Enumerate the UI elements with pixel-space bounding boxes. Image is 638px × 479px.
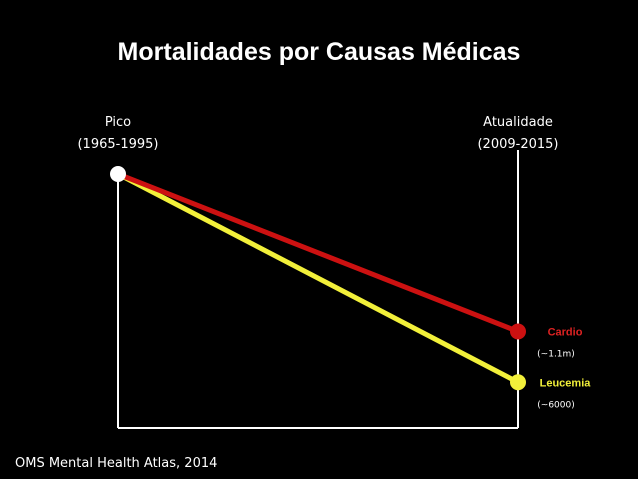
series-label-cardio: Cardio — [548, 326, 583, 338]
column-label-current: Atualidade (2009-2015) — [463, 112, 573, 156]
series-label-leucemia: Leucemia — [540, 377, 592, 389]
current-period: (2009-2015) — [477, 137, 559, 152]
series-note-cardio: (~1.1m) — [537, 349, 575, 359]
end-point-leucemia — [510, 374, 526, 391]
start-point — [110, 166, 126, 182]
series-line-leucemia — [115, 171, 521, 385]
series-line-cardio — [115, 171, 521, 334]
current-label: Atualidade — [483, 115, 553, 130]
end-point-cardio — [510, 323, 526, 340]
peak-label: Pico — [104, 115, 132, 130]
column-label-peak: Pico (1965-1995) — [68, 112, 168, 156]
source-citation: OMS Mental Health Atlas, 2014 — [15, 456, 218, 471]
peak-period: (1965-1995) — [77, 137, 159, 152]
chart-title: Mortalidades por Causas Médicas — [117, 38, 521, 66]
series-note-leucemia: (~6000) — [537, 400, 574, 410]
